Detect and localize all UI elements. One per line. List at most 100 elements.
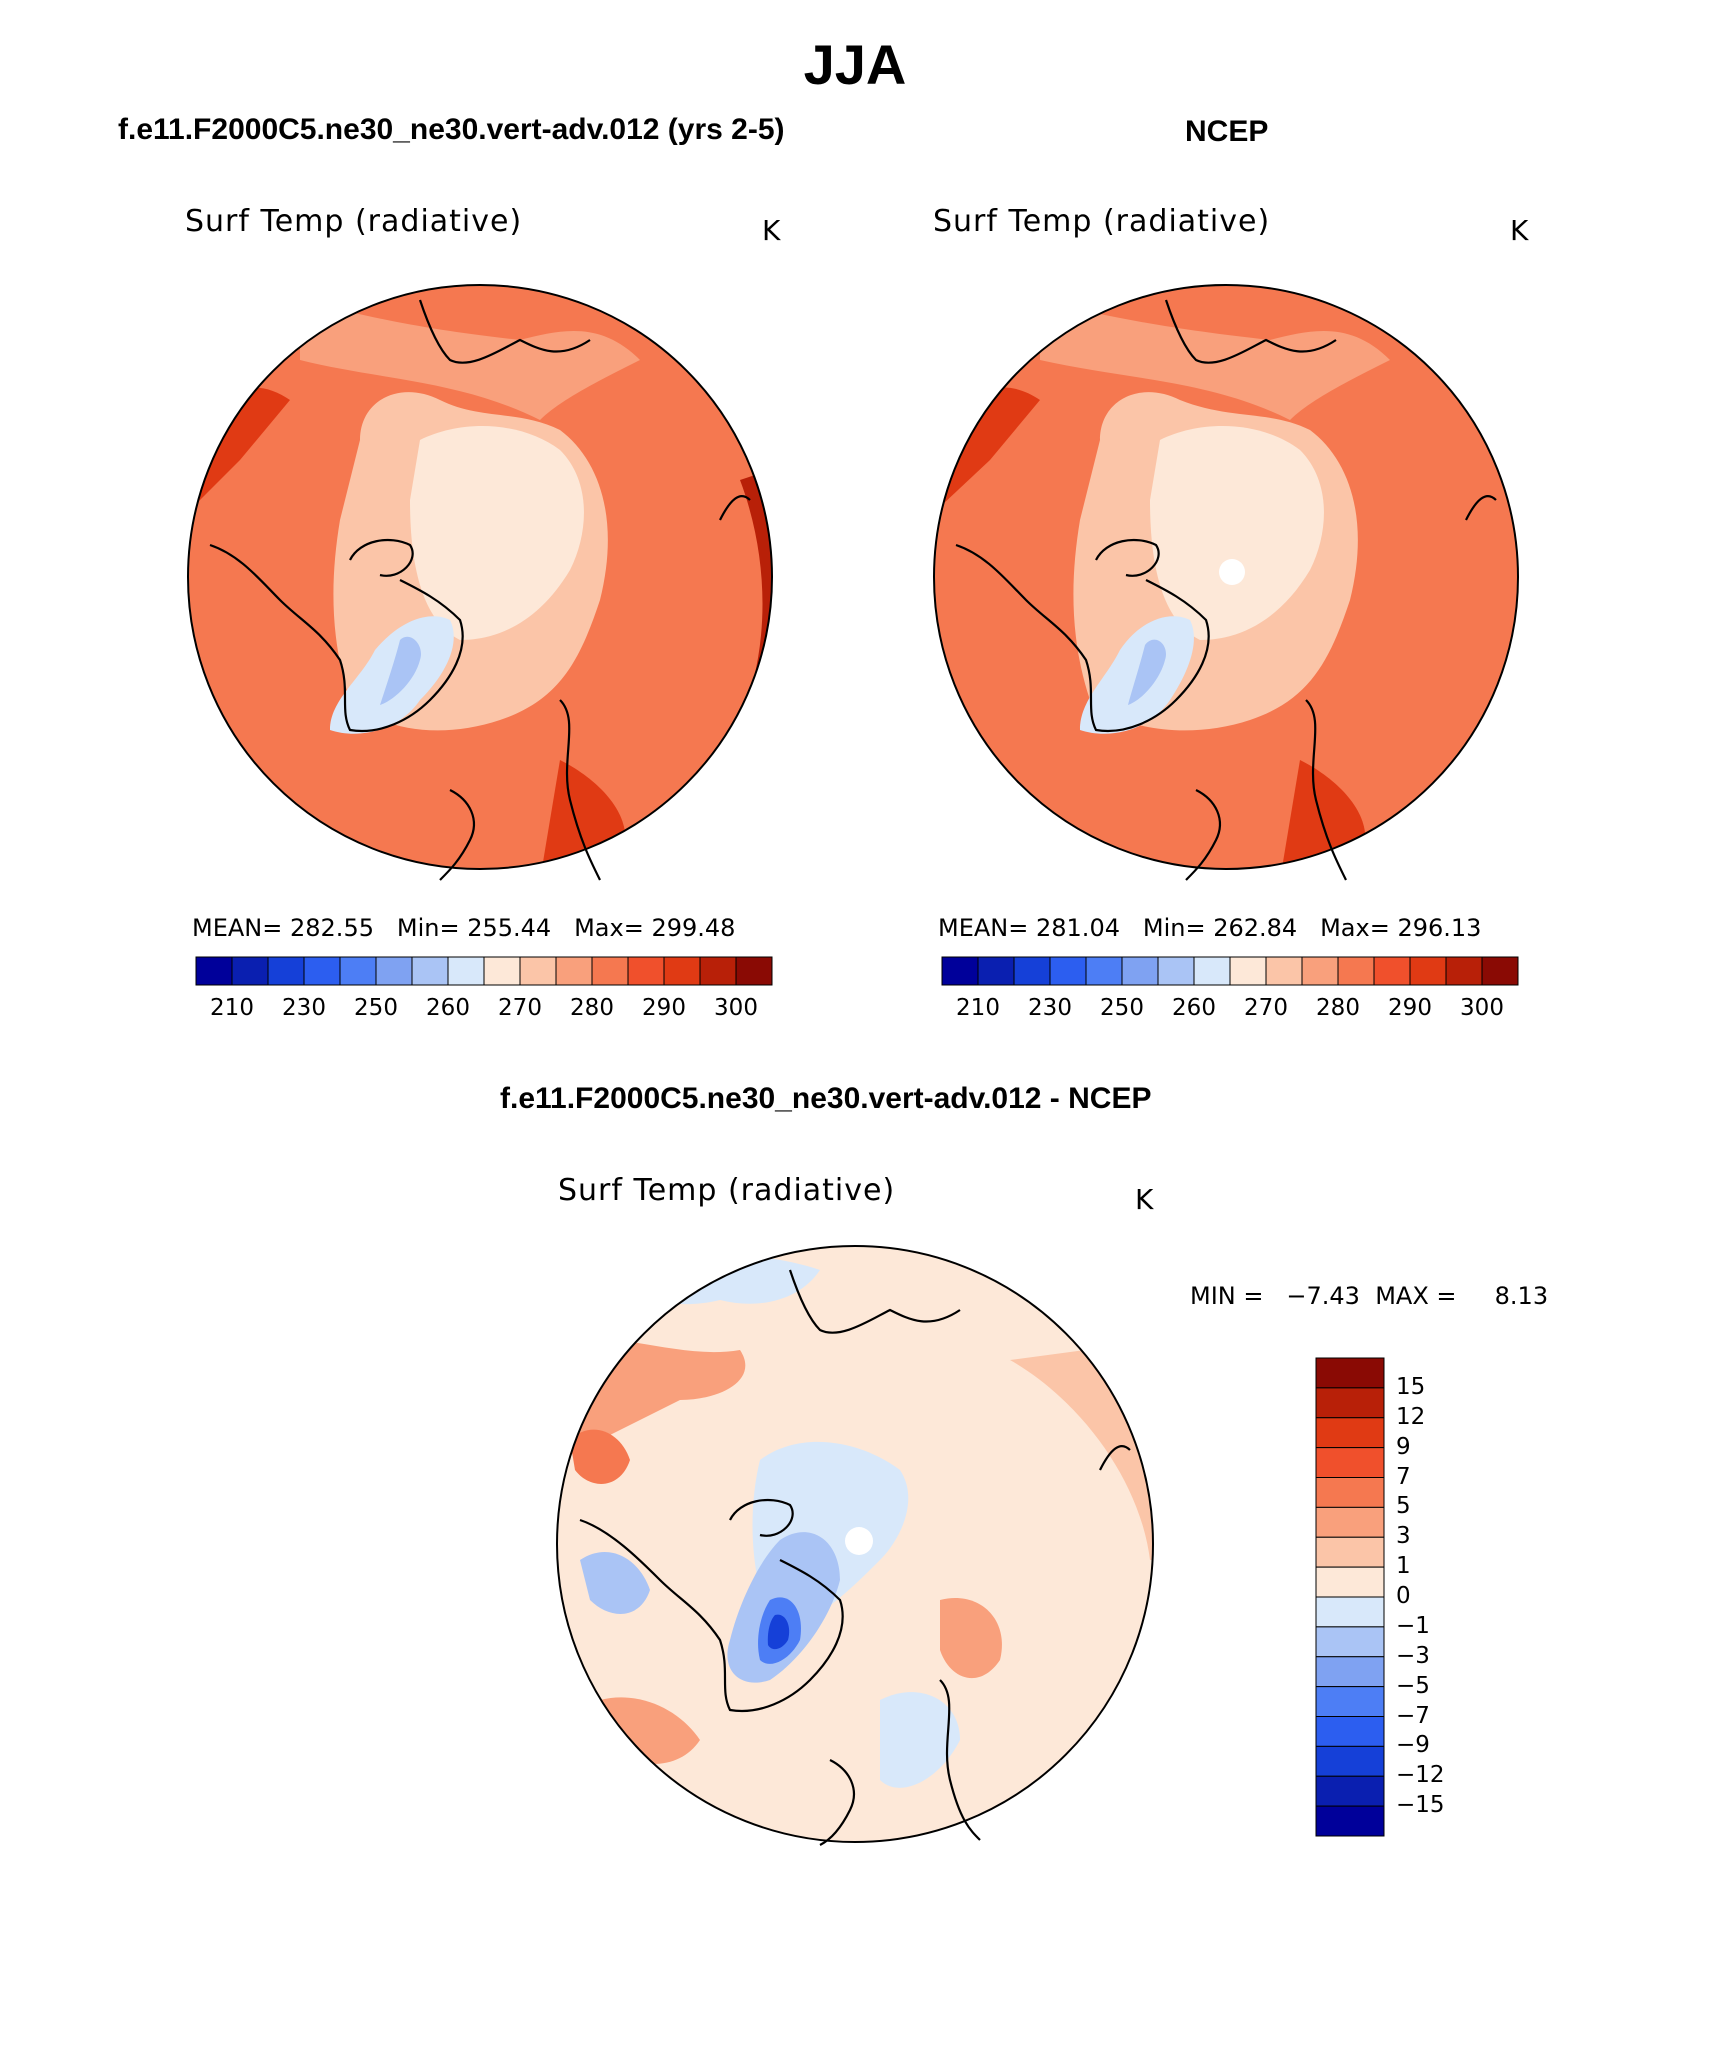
obs-colorbar-tick-label: 210	[956, 995, 1000, 1021]
diff-colorbar-tick-label: 15	[1396, 1373, 1426, 1400]
diff-colorbar-tick-label: 1	[1396, 1553, 1411, 1580]
model-colorbar-swatch	[447, 956, 485, 986]
diff-variable-title: Surf Temp (radiative)	[558, 1173, 896, 1208]
obs-colorbar-swatch	[1157, 956, 1195, 986]
obs-min-label: Min=	[1142, 914, 1206, 942]
obs-max-label: Max=	[1320, 914, 1390, 942]
model-mean-label: MEAN=	[192, 914, 283, 942]
obs-colorbar-tick-label: 270	[1244, 995, 1288, 1021]
diff-colorbar-tick-label: −3	[1396, 1642, 1430, 1669]
diff-colorbar-swatch	[1315, 1805, 1385, 1837]
obs-variable-title: Surf Temp (radiative)	[933, 204, 1271, 239]
diff-colorbar-tick-label: −1	[1396, 1612, 1430, 1639]
obs-colorbar-swatch	[1121, 956, 1159, 986]
diff-colorbar-swatch	[1315, 1775, 1385, 1807]
figure-title: JJA	[803, 33, 907, 96]
model-max-label: Max=	[574, 914, 644, 942]
obs-coastlines	[955, 299, 1497, 881]
obs-colorbar-tick-label: 300	[1460, 995, 1504, 1021]
diff-colorbar-swatch	[1315, 1686, 1385, 1717]
diff-colorbar-swatch	[1315, 1656, 1385, 1688]
obs-colorbar	[941, 956, 1519, 986]
model-colorbar-tick-label: 280	[570, 995, 614, 1021]
obs-colorbar-swatch	[1481, 956, 1519, 986]
obs-colorbar-swatch	[1193, 956, 1231, 986]
model-colorbar-swatch	[663, 956, 701, 986]
obs-panel-header: NCEP	[1185, 115, 1269, 148]
diff-colorbar-swatch	[1315, 1566, 1385, 1598]
obs-max-value: 296.13	[1397, 914, 1482, 942]
model-colorbar-swatch	[231, 956, 269, 986]
diff-units: K	[1135, 1183, 1154, 1216]
diff-colorbar-swatch	[1315, 1596, 1385, 1628]
diff-colorbar-tick-label: −12	[1396, 1762, 1445, 1789]
diff-min-value: −7.43	[1286, 1282, 1360, 1310]
obs-colorbar-swatch	[1085, 956, 1123, 986]
model-colorbar-swatch	[267, 956, 305, 986]
diff-colorbar-swatch	[1315, 1536, 1385, 1568]
model-colorbar-tick-label: 230	[282, 995, 326, 1021]
model-max-value: 299.48	[651, 914, 736, 942]
model-colorbar-swatch	[303, 956, 341, 986]
diff-colorbar-tick-label: −7	[1396, 1702, 1430, 1729]
obs-colorbar-tick-label: 290	[1388, 995, 1432, 1021]
model-stats: MEAN= 282.55 Min= 255.44 Max= 299.48	[192, 914, 735, 942]
model-min-value: 255.44	[467, 914, 552, 942]
model-colorbar-tick-label: 260	[426, 995, 470, 1021]
model-colorbar-swatch	[699, 956, 737, 986]
model-colorbar-swatch	[591, 956, 629, 986]
diff-colorbar-tick-label: 12	[1396, 1403, 1426, 1430]
diff-colorbar-tick-label: 9	[1396, 1433, 1411, 1460]
obs-colorbar-tick-label: 280	[1316, 995, 1360, 1021]
model-colorbar-tick-label: 300	[714, 995, 758, 1021]
obs-colorbar-tick-label: 250	[1100, 995, 1144, 1021]
diff-max-label: MAX =	[1375, 1282, 1457, 1310]
diff-colorbar-tick-label: 0	[1396, 1583, 1411, 1609]
model-mean-value: 282.55	[290, 914, 374, 942]
obs-colorbar-swatch	[1409, 956, 1447, 986]
obs-colorbar-swatch	[1301, 956, 1339, 986]
model-colorbar-tick-label: 250	[354, 995, 398, 1021]
model-colorbar-swatch	[519, 956, 557, 986]
model-colorbar-swatch	[195, 956, 233, 986]
model-panel-header: f.e11.F2000C5.ne30_ne30.vert-adv.012 (yr…	[118, 113, 785, 146]
diff-colorbar	[1315, 1357, 1385, 1837]
diff-colorbar-tick-label: −5	[1396, 1672, 1430, 1699]
obs-colorbar-swatch	[977, 956, 1015, 986]
obs-mean-value: 281.04	[1036, 914, 1120, 942]
diff-colorbar-swatch	[1315, 1506, 1385, 1538]
obs-colorbar-swatch	[1337, 956, 1375, 986]
model-colorbar-swatch	[411, 956, 449, 986]
diff-stats: MIN = −7.43 MAX = 8.13	[1190, 1282, 1548, 1310]
diff-min-label: MIN =	[1190, 1282, 1264, 1310]
obs-colorbar-swatch	[1013, 956, 1051, 986]
diff-panel-header: f.e11.F2000C5.ne30_ne30.vert-adv.012 - N…	[500, 1082, 1152, 1115]
diff-colorbar-tick-label: −9	[1396, 1732, 1430, 1759]
diff-coastlines	[579, 1269, 1131, 1846]
model-colorbar-tick-label: 290	[642, 995, 686, 1021]
obs-colorbar-swatch	[941, 956, 979, 986]
diff-colorbar-swatch	[1315, 1387, 1385, 1419]
diff-colorbar-swatch	[1315, 1626, 1385, 1658]
diff-pole-missing	[845, 1527, 873, 1555]
obs-colorbar-tick-label: 260	[1172, 995, 1216, 1021]
model-colorbar-swatch	[627, 956, 665, 986]
model-colorbar-swatch	[375, 956, 413, 986]
diff-colorbar-swatch	[1315, 1477, 1385, 1508]
model-coastlines	[209, 299, 751, 881]
model-variable-title: Surf Temp (radiative)	[185, 204, 523, 239]
diff-colorbar-swatch	[1315, 1417, 1385, 1449]
obs-units: K	[1510, 214, 1529, 247]
model-colorbar-swatch	[483, 956, 521, 986]
diff-colorbar-swatch	[1315, 1716, 1385, 1747]
model-colorbar-tick-label: 270	[498, 995, 542, 1021]
model-colorbar-tick-label: 210	[210, 995, 254, 1021]
obs-colorbar-swatch	[1373, 956, 1411, 986]
obs-min-value: 262.84	[1213, 914, 1298, 942]
model-colorbar	[195, 956, 773, 986]
obs-mean-label: MEAN=	[938, 914, 1029, 942]
obs-colorbar-swatch	[1265, 956, 1303, 986]
obs-colorbar-swatch	[1445, 956, 1483, 986]
obs-colorbar-swatch	[1049, 956, 1087, 986]
